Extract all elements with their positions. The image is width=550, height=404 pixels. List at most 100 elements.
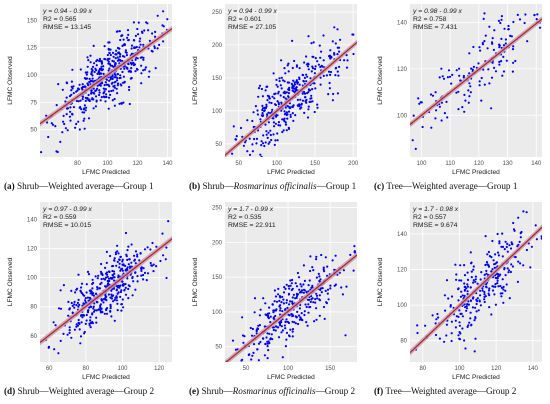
data-point — [284, 287, 287, 290]
data-point — [263, 144, 266, 148]
data-point — [266, 357, 269, 360]
data-point — [412, 114, 415, 117]
data-point — [461, 106, 464, 109]
data-point — [463, 282, 466, 285]
data-point — [472, 265, 475, 268]
x-tick-label: 50 — [235, 161, 242, 167]
data-point — [349, 253, 352, 256]
data-point — [85, 73, 88, 76]
data-point — [511, 48, 515, 51]
data-point — [501, 74, 504, 77]
data-point — [308, 279, 311, 282]
data-point — [156, 14, 159, 17]
data-point — [95, 69, 98, 72]
data-point — [483, 298, 486, 301]
data-point — [95, 89, 98, 92]
data-point — [314, 87, 317, 90]
data-point — [98, 57, 102, 61]
caption-text: —Group 1 — [316, 181, 357, 191]
r2-label: R2 = 0.559 — [43, 214, 77, 221]
data-point — [265, 336, 268, 339]
data-point — [483, 290, 486, 294]
data-point — [307, 303, 310, 306]
data-point — [479, 289, 482, 292]
data-point — [284, 72, 287, 75]
data-point — [99, 283, 102, 286]
data-point — [111, 74, 114, 77]
data-point — [458, 67, 461, 70]
data-point — [267, 317, 270, 320]
data-point — [83, 104, 86, 107]
data-point — [109, 48, 112, 51]
data-point — [324, 256, 327, 259]
equation-label: y = 0.98 - 0.99 x — [412, 8, 463, 15]
data-point — [514, 59, 517, 63]
data-point — [261, 142, 265, 145]
data-point — [95, 64, 98, 67]
data-point — [458, 309, 461, 312]
data-point — [334, 254, 337, 257]
y-tick-label: 140 — [27, 217, 38, 223]
data-point — [105, 261, 108, 264]
data-point — [498, 240, 501, 243]
data-point — [299, 283, 302, 286]
data-point — [68, 331, 71, 334]
rmse-label: RMSE = 10.015 — [43, 222, 91, 229]
data-point — [474, 306, 477, 309]
data-point — [115, 30, 118, 33]
data-point — [294, 315, 297, 318]
data-point — [134, 271, 137, 274]
data-point — [271, 108, 274, 111]
data-point — [113, 272, 116, 275]
data-point — [119, 76, 122, 79]
data-point — [506, 267, 509, 270]
data-point — [40, 151, 43, 154]
data-point — [287, 81, 291, 84]
data-point — [288, 287, 291, 290]
x-tick-label: 140 — [162, 161, 173, 167]
data-point — [253, 137, 256, 141]
data-point — [338, 50, 341, 53]
data-point — [478, 300, 481, 303]
data-point — [126, 67, 129, 70]
regression-line — [40, 28, 172, 125]
data-point — [290, 288, 293, 292]
data-point — [115, 53, 118, 56]
data-point — [75, 99, 78, 103]
data-point — [98, 68, 101, 71]
data-point — [303, 279, 306, 282]
x-axis-label: LFMC Predicted — [267, 374, 315, 381]
rmse-label: RMSE = 27.105 — [228, 24, 276, 31]
data-point — [285, 301, 288, 304]
data-point — [468, 95, 471, 98]
data-point — [287, 321, 291, 325]
data-point — [319, 83, 322, 86]
data-point — [257, 87, 261, 90]
data-point — [105, 83, 108, 86]
data-point — [287, 95, 290, 98]
data-point — [104, 285, 107, 288]
x-tick-label: 120 — [491, 366, 502, 372]
data-point — [315, 318, 318, 321]
data-point — [463, 93, 466, 96]
data-point — [251, 150, 254, 153]
data-point — [118, 286, 121, 289]
data-point — [112, 300, 115, 303]
data-point — [255, 137, 259, 140]
caption-e: (e) Shrub—Rosmarinus officinalis—Group 2 — [189, 386, 355, 396]
data-point — [108, 51, 111, 54]
data-point — [483, 300, 486, 304]
data-point — [466, 278, 470, 281]
r2-label: R2 = 0.535 — [228, 214, 262, 221]
data-point — [493, 29, 496, 32]
data-point — [96, 58, 99, 62]
data-point — [67, 314, 70, 317]
data-point — [136, 253, 139, 256]
data-point — [483, 83, 486, 86]
data-point — [497, 19, 500, 22]
data-point — [293, 321, 296, 324]
data-point — [79, 342, 82, 345]
data-point — [95, 316, 98, 319]
data-point — [83, 127, 86, 130]
x-axis-label: LFMC Predicted — [82, 374, 130, 381]
